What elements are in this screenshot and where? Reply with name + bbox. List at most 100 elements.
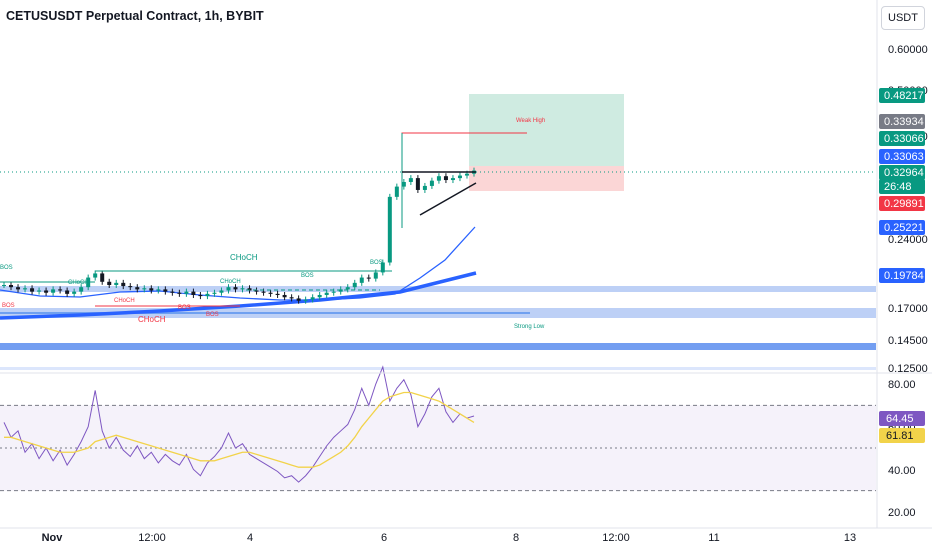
- candle: [2, 285, 6, 287]
- candle: [37, 290, 42, 292]
- rsi-badge-value: 64.45: [886, 413, 914, 425]
- candle: [373, 272, 378, 279]
- price-badge: 0.25221: [879, 220, 925, 235]
- price-badge-value: 0.33066: [884, 133, 924, 145]
- rsi-ma-badge: 61.81: [879, 428, 925, 443]
- candle: [212, 292, 217, 294]
- candle: [170, 291, 175, 293]
- candle: [303, 299, 308, 301]
- time-tick-label: 11: [708, 532, 719, 544]
- price-badge-bg: [879, 114, 925, 129]
- price-badge: 0.48217: [879, 88, 925, 103]
- bos-label-bear-left: BOS: [2, 303, 15, 309]
- price-badge-bg: [879, 268, 925, 283]
- price-tick-label: 0.12500: [888, 363, 928, 375]
- choch-label-left: CHoCH: [68, 280, 89, 286]
- candle: [219, 290, 224, 293]
- choch-label-bear: CHoCH: [114, 298, 135, 304]
- bos-label-right: BOS: [370, 260, 383, 266]
- bos-label-bear-right: BOS: [206, 312, 219, 318]
- candle: [457, 175, 462, 179]
- candle: [380, 262, 385, 273]
- choch-label-mid: CHoCH: [220, 279, 241, 285]
- price-badge: 0.33934: [879, 114, 925, 129]
- currency-selector-button[interactable]: USDT: [881, 6, 925, 30]
- price-badge-value: 0.19784: [884, 270, 924, 282]
- candle: [247, 288, 252, 291]
- price-badge-value: 0.48217: [884, 90, 924, 102]
- time-tick-label: 6: [381, 532, 387, 544]
- candle: [345, 287, 350, 290]
- candle: [310, 297, 315, 300]
- candle: [394, 186, 399, 197]
- candle: [226, 287, 231, 291]
- weak-high-label: Weak High: [516, 118, 545, 124]
- candle: [30, 288, 35, 292]
- bos-label-mid: BOS: [301, 273, 314, 279]
- price-badge-value: 0.25221: [884, 222, 924, 234]
- candle: [44, 290, 49, 293]
- candle: [233, 287, 238, 290]
- price-badge-bg: [879, 220, 925, 235]
- candle: [352, 282, 357, 288]
- candle: [142, 288, 147, 290]
- time-tick-label: 12:00: [138, 532, 166, 544]
- candle: [317, 294, 322, 298]
- target-zone: [469, 94, 624, 166]
- price-badge-value: 26:48: [884, 181, 912, 193]
- candle: [51, 289, 56, 293]
- price-tick-label: 0.24000: [888, 234, 928, 246]
- candle: [387, 196, 392, 263]
- strong-low-label: Strong Low: [514, 324, 545, 330]
- candle: [408, 178, 413, 182]
- rsi-tick-label: 80.00: [888, 379, 916, 391]
- candle: [450, 178, 455, 181]
- price-tick-label: 0.14500: [888, 335, 928, 347]
- bos-label-left: BOS: [0, 265, 13, 271]
- price-badge-bg: [879, 165, 925, 180]
- candle: [324, 292, 329, 295]
- support-zone: [0, 343, 876, 350]
- price-badge: 0.32964: [879, 165, 925, 180]
- price-badge-bg: [879, 88, 925, 103]
- demand-zone-line: [0, 312, 530, 314]
- candle: [282, 294, 287, 298]
- candle: [464, 173, 469, 176]
- rsi-tick-label: 40.00: [888, 465, 916, 477]
- price-badge: 0.33066: [879, 131, 925, 146]
- candle: [429, 180, 434, 186]
- candle: [9, 285, 14, 288]
- time-tick-label: 12:00: [602, 532, 630, 544]
- rsi-ma-badge-value: 61.81: [886, 430, 914, 442]
- chart-title: CETUSUSDT Perpetual Contract, 1h, BYBIT: [6, 9, 264, 23]
- stop-zone: [469, 166, 624, 191]
- candle: [275, 293, 280, 295]
- candle: [366, 277, 371, 279]
- candle: [254, 290, 259, 292]
- time-tick-label: Nov: [42, 532, 64, 544]
- candle: [93, 273, 98, 278]
- candle: [331, 291, 336, 293]
- candle: [58, 289, 63, 291]
- price-badge-value: 0.29891: [884, 198, 924, 210]
- support-zone: [0, 367, 876, 370]
- candle: [156, 289, 161, 291]
- choch-label-bottom: CHoCH: [138, 315, 166, 324]
- candle: [107, 281, 112, 286]
- candle: [422, 185, 427, 190]
- candle: [135, 287, 140, 290]
- price-badge: 26:48: [879, 179, 925, 194]
- candle: [261, 291, 266, 293]
- rsi-value-badge: 64.45: [879, 411, 925, 426]
- candle: [149, 288, 154, 291]
- candle: [296, 298, 301, 301]
- candle: [114, 282, 119, 286]
- price-badge-value: 0.32964: [884, 167, 924, 179]
- candle: [121, 282, 126, 287]
- price-badge: 0.19784: [879, 268, 925, 283]
- support-zone: [0, 286, 876, 292]
- candle: [268, 292, 273, 294]
- candle: [23, 288, 28, 290]
- triangle-bottom: [419, 182, 477, 216]
